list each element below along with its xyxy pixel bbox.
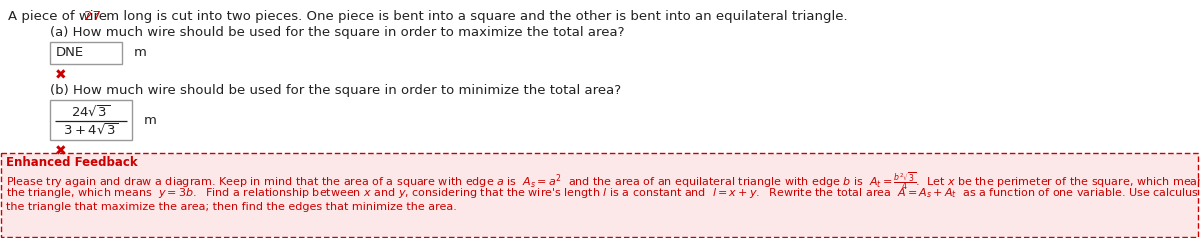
Text: $3 + 4\sqrt{3}$: $3 + 4\sqrt{3}$ xyxy=(64,123,119,138)
FancyBboxPatch shape xyxy=(1,153,1198,237)
Text: m long is cut into two pieces. One piece is bent into a square and the other is : m long is cut into two pieces. One piece… xyxy=(102,10,847,23)
Text: ✖: ✖ xyxy=(55,144,67,158)
Text: Please try again and draw a diagram. Keep in mind that the area of a square with: Please try again and draw a diagram. Kee… xyxy=(6,170,1200,192)
Text: (a) How much wire should be used for the square in order to maximize the total a: (a) How much wire should be used for the… xyxy=(50,26,624,39)
Text: (b) How much wire should be used for the square in order to minimize the total a: (b) How much wire should be used for the… xyxy=(50,84,622,97)
Text: DNE: DNE xyxy=(56,46,84,60)
Text: m: m xyxy=(144,114,157,127)
Text: m: m xyxy=(134,46,146,60)
FancyBboxPatch shape xyxy=(50,42,122,64)
Text: 27: 27 xyxy=(84,10,101,23)
FancyBboxPatch shape xyxy=(50,100,132,140)
Text: $24\sqrt{3}$: $24\sqrt{3}$ xyxy=(72,105,110,120)
Text: the triangle that maximize the area; then find the edges that minimize the area.: the triangle that maximize the area; the… xyxy=(6,202,457,212)
Text: ✖: ✖ xyxy=(55,68,67,82)
Text: A piece of wire: A piece of wire xyxy=(8,10,112,23)
Text: Enhanced Feedback: Enhanced Feedback xyxy=(6,156,138,169)
Text: the triangle, which means  $y = 3b.$  Find a relationship between $x$ and $y$, c: the triangle, which means $y = 3b.$ Find… xyxy=(6,186,1200,200)
